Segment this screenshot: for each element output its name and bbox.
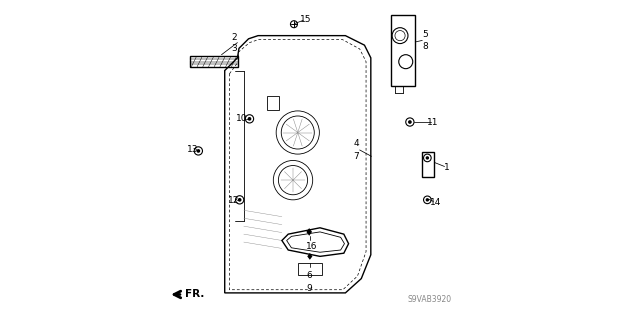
Text: 9: 9 <box>306 284 312 293</box>
Circle shape <box>238 198 241 202</box>
Text: 16: 16 <box>307 242 318 251</box>
Circle shape <box>426 156 429 160</box>
Circle shape <box>248 117 252 121</box>
Polygon shape <box>307 253 312 260</box>
Text: 10: 10 <box>236 114 248 123</box>
Text: 5: 5 <box>422 30 428 39</box>
Text: FR.: FR. <box>185 289 204 300</box>
Circle shape <box>426 198 429 202</box>
Text: 13: 13 <box>188 145 198 154</box>
Text: 6: 6 <box>306 271 312 280</box>
Text: 14: 14 <box>430 198 442 207</box>
Text: S9VAB3920: S9VAB3920 <box>408 295 452 304</box>
Text: 3: 3 <box>232 44 237 53</box>
Text: 11: 11 <box>427 118 438 128</box>
Text: 1: 1 <box>444 163 450 172</box>
Text: 4: 4 <box>354 139 359 148</box>
Text: 8: 8 <box>422 42 428 51</box>
Polygon shape <box>307 228 312 236</box>
Circle shape <box>408 120 412 124</box>
Text: 12: 12 <box>228 196 239 205</box>
Text: 7: 7 <box>354 152 360 161</box>
Text: 2: 2 <box>232 33 237 42</box>
Circle shape <box>196 149 200 153</box>
Text: 15: 15 <box>300 15 312 24</box>
